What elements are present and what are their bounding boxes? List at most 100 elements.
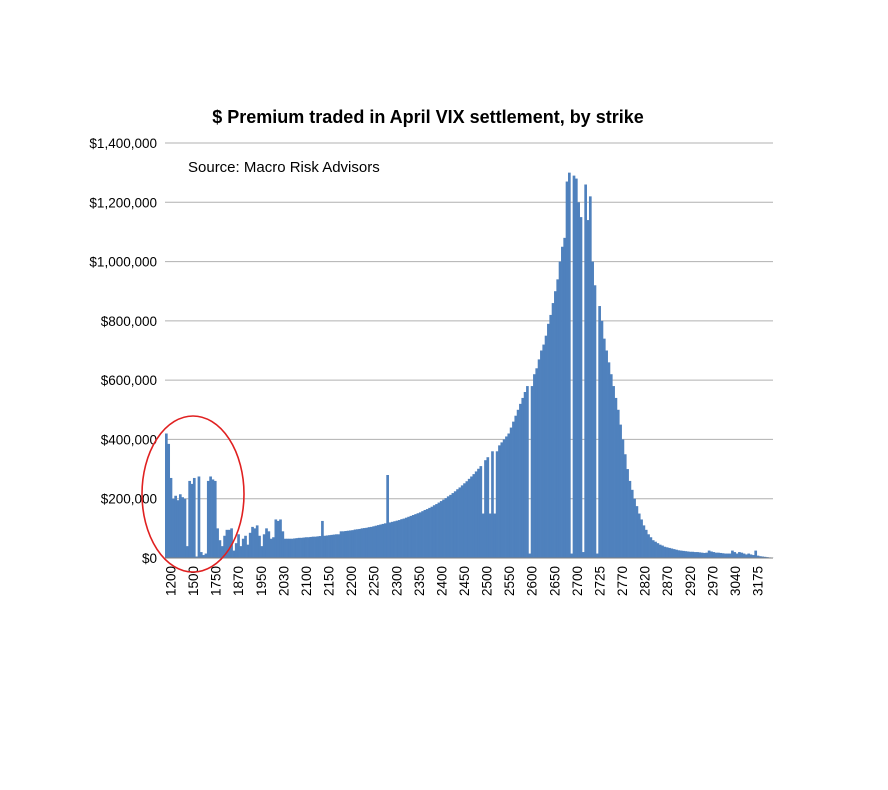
bar — [432, 505, 436, 558]
bar — [262, 534, 266, 558]
bar — [705, 552, 709, 558]
bar — [314, 536, 317, 558]
x-tick-label: 3040 — [728, 566, 743, 596]
bar — [693, 552, 697, 558]
bar — [761, 556, 765, 558]
bar — [206, 480, 210, 558]
bar — [682, 550, 685, 558]
bar — [654, 541, 657, 558]
bar — [484, 460, 487, 558]
bar — [397, 520, 401, 558]
bar — [376, 525, 380, 558]
bar — [281, 531, 285, 558]
bar — [323, 535, 327, 558]
bar — [675, 549, 678, 558]
bar — [689, 551, 692, 558]
bar — [465, 481, 469, 558]
bar — [523, 392, 527, 558]
bar — [372, 526, 376, 558]
bar — [607, 362, 611, 558]
bar — [411, 515, 415, 558]
bar — [304, 537, 308, 558]
bar — [626, 469, 629, 558]
x-tick-label: 1870 — [231, 566, 246, 596]
bar — [290, 538, 294, 558]
bar — [346, 530, 350, 558]
bar — [237, 534, 240, 558]
bar — [425, 509, 429, 558]
bar — [220, 546, 224, 558]
bar — [365, 527, 369, 558]
x-tick-label: 2725 — [592, 566, 607, 596]
bar — [493, 513, 497, 558]
bar — [330, 534, 334, 558]
bar — [307, 537, 310, 558]
bar — [188, 480, 191, 558]
bar — [738, 552, 741, 558]
bar — [572, 175, 576, 559]
bar — [272, 537, 275, 558]
bar — [644, 529, 648, 558]
bar — [297, 537, 301, 558]
bar — [230, 528, 233, 558]
bar — [351, 530, 355, 558]
bar — [414, 514, 417, 558]
bar — [507, 433, 511, 558]
bar — [651, 540, 655, 558]
bar — [409, 515, 413, 558]
y-tick-label: $200,000 — [101, 492, 157, 507]
bar — [360, 528, 364, 558]
bar — [339, 531, 343, 558]
bar — [234, 543, 238, 558]
bar — [500, 442, 504, 558]
bar — [353, 529, 357, 558]
bar — [460, 485, 464, 559]
x-tick-label: 2150 — [322, 566, 337, 596]
bar — [568, 172, 571, 558]
y-tick-label: $1,400,000 — [89, 136, 157, 151]
bar — [759, 556, 762, 558]
bar — [165, 433, 168, 558]
bar — [519, 403, 522, 558]
x-tick-label: 2500 — [480, 566, 495, 596]
bar — [677, 550, 681, 558]
y-tick-label: $600,000 — [101, 373, 157, 388]
bar — [570, 553, 574, 558]
bar — [328, 535, 331, 558]
bar — [195, 556, 198, 558]
bar — [225, 529, 229, 558]
x-tick-label: 2820 — [638, 566, 653, 596]
bar — [344, 531, 348, 558]
bar — [309, 536, 313, 558]
bar — [714, 552, 718, 558]
bar — [300, 537, 303, 558]
bar — [719, 552, 723, 558]
bar — [199, 552, 203, 558]
bar — [311, 536, 315, 558]
bar — [616, 409, 620, 558]
x-tick-label: 2870 — [660, 566, 675, 596]
bar — [430, 506, 434, 558]
gridlines — [165, 142, 773, 500]
bar — [211, 479, 215, 558]
bar — [458, 487, 462, 558]
bar — [435, 504, 438, 558]
bar — [547, 323, 550, 558]
bar — [691, 551, 695, 558]
bar — [526, 386, 529, 558]
x-tick-label: 3175 — [751, 566, 766, 596]
bar — [544, 335, 548, 558]
bar — [516, 409, 520, 558]
source-annotation: Source: Macro Risk Advisors — [188, 159, 380, 176]
x-tick-label: 2550 — [502, 566, 517, 596]
bar — [549, 314, 553, 558]
x-tick-label: 1200 — [164, 566, 179, 596]
bar — [332, 534, 336, 558]
bar — [724, 553, 727, 558]
bar — [521, 397, 525, 558]
bar — [423, 509, 427, 558]
bar — [640, 519, 643, 558]
bar — [171, 498, 175, 558]
bar — [735, 553, 739, 558]
bar — [509, 427, 513, 558]
